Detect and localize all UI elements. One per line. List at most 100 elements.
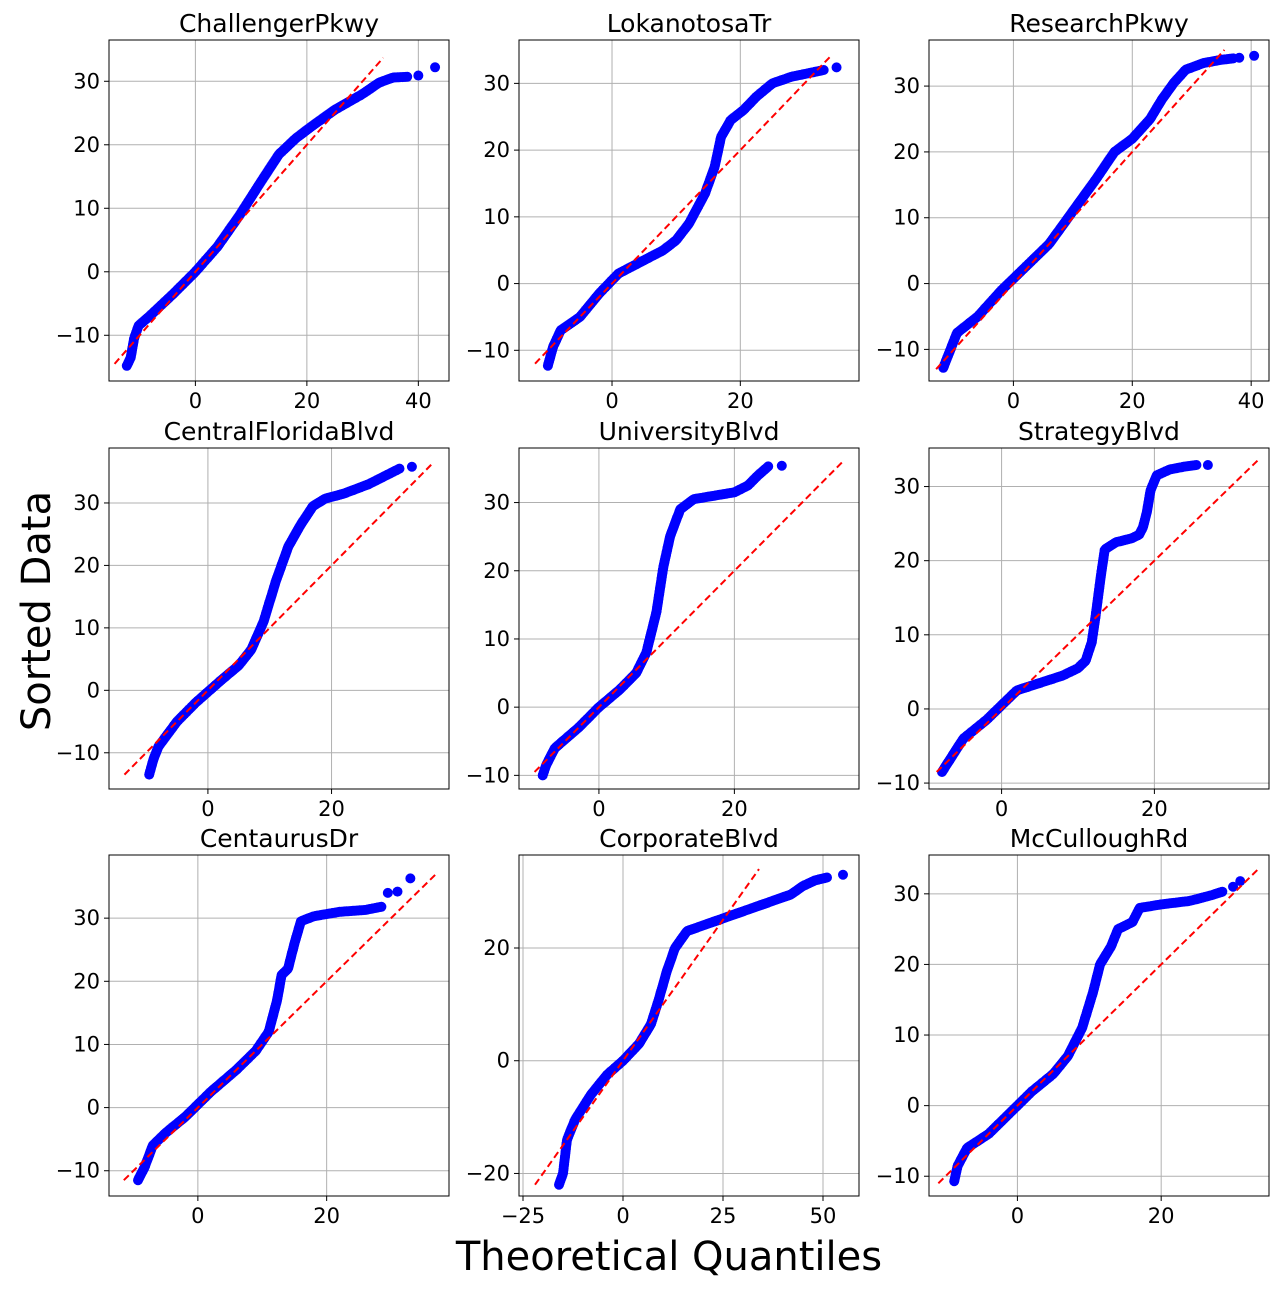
x-tick-label: 20 <box>313 1204 340 1228</box>
y-tick-label: 30 <box>483 491 510 515</box>
x-tick-label: 20 <box>1119 389 1146 413</box>
plot-area <box>123 461 435 780</box>
y-tick-label: 20 <box>483 559 510 583</box>
y-tick-label: 30 <box>73 906 100 930</box>
y-tick-label: 20 <box>73 133 100 157</box>
y-tick-label: 20 <box>73 553 100 577</box>
outlier-point <box>776 460 787 471</box>
x-tick-label: 0 <box>201 797 214 821</box>
y-tick-label: 10 <box>893 1023 920 1047</box>
x-tick-label: −25 <box>501 1204 545 1228</box>
subplot-1: LokanotosaTr 0 20 −10 0 10 20 30 <box>466 9 860 413</box>
y-tick-label: 30 <box>893 475 920 499</box>
y-tick-label: 0 <box>87 678 100 702</box>
outlier-point <box>1228 881 1239 892</box>
data-point <box>763 461 774 472</box>
outlier-point <box>831 62 842 73</box>
data-point <box>822 872 832 883</box>
data-points <box>542 62 842 371</box>
x-tick-label: 0 <box>1011 1204 1024 1228</box>
subplot-title: CentralFloridaBlvd <box>164 417 395 446</box>
x-tick-label: 0 <box>995 797 1008 821</box>
y-tick-label: 30 <box>483 71 510 95</box>
axes-frame <box>108 39 450 382</box>
data-points <box>537 460 787 781</box>
reference-line <box>123 873 437 1181</box>
reference-line <box>113 57 384 365</box>
plot-area <box>113 57 441 371</box>
y-tick-label: 0 <box>907 272 920 296</box>
y-tick-label: 0 <box>87 1096 100 1120</box>
y-tick-label: −20 <box>466 1161 510 1185</box>
subplot-7: CorporateBlvd −25 0 25 50 −20 0 20 <box>466 824 860 1228</box>
y-tick-label: 10 <box>483 205 510 229</box>
y-tick-label: 20 <box>893 140 920 164</box>
x-tick-label: 40 <box>405 389 432 413</box>
data-points <box>554 869 848 1190</box>
data-point <box>394 463 405 474</box>
plot-area <box>534 55 842 371</box>
x-tick-label: 20 <box>721 797 748 821</box>
subplot-0: ChallengerPkwy 0 20 40 −10 0 10 20 30 <box>56 9 450 413</box>
subplot-2: ResearchPkwy 0 20 40 −10 0 10 20 30 <box>876 9 1270 413</box>
outlier-point <box>1234 52 1245 63</box>
reference-line <box>533 460 844 773</box>
reference-line <box>935 49 1226 370</box>
x-tick-label: 20 <box>1148 1204 1175 1228</box>
y-tick-label: 30 <box>73 69 100 93</box>
y-tick-label: 30 <box>73 491 100 515</box>
y-tick-label: −10 <box>876 337 920 361</box>
y-tick-label: −10 <box>466 763 510 787</box>
y-tick-label: 0 <box>907 697 920 721</box>
y-tick-label: 0 <box>497 695 510 719</box>
outlier-point <box>413 70 424 81</box>
plot-area <box>534 868 848 1190</box>
axes-frame <box>928 39 1270 382</box>
outlier-point <box>430 62 441 73</box>
y-tick-label: 20 <box>893 549 920 573</box>
x-tick-label: 20 <box>294 389 321 413</box>
plot-area <box>935 49 1260 373</box>
y-tick-label: −10 <box>56 323 100 347</box>
plot-area <box>533 460 844 781</box>
y-tick-label: 10 <box>73 1032 100 1056</box>
y-tick-label: −10 <box>56 741 100 765</box>
x-tick-label: 20 <box>1141 797 1168 821</box>
data-point <box>1217 886 1228 897</box>
x-tick-label: 0 <box>1007 389 1020 413</box>
figure-xlabel: Theoretical Quantiles <box>455 1234 882 1280</box>
axes-frame <box>108 447 450 790</box>
y-tick-label: 20 <box>73 969 100 993</box>
x-tick-label: 0 <box>605 389 618 413</box>
subplot-6: CentaurusDr 0 20 −10 0 10 20 30 <box>56 824 450 1228</box>
outlier-point <box>1249 50 1260 61</box>
y-tick-label: 20 <box>893 952 920 976</box>
y-tick-label: 30 <box>893 74 920 98</box>
plot-area <box>123 873 437 1186</box>
outlier-point <box>838 869 848 880</box>
x-tick-label: 40 <box>1238 389 1265 413</box>
x-tick-label: 0 <box>191 1204 204 1228</box>
axes-frame <box>518 447 860 790</box>
data-points <box>949 876 1246 1187</box>
y-tick-label: 10 <box>893 206 920 230</box>
y-tick-label: 20 <box>483 936 510 960</box>
y-tick-label: 10 <box>73 196 100 220</box>
x-tick-label: 50 <box>810 1204 837 1228</box>
data-point <box>1191 460 1202 470</box>
y-tick-label: 30 <box>893 882 920 906</box>
subplot-title: CorporateBlvd <box>599 824 779 853</box>
data-point <box>818 65 829 75</box>
data-points <box>121 62 441 371</box>
outlier-point <box>1202 460 1213 471</box>
subplot-title: McCulloughRd <box>1010 824 1189 853</box>
plot-area <box>935 459 1259 777</box>
subplot-title: CentaurusDr <box>200 824 359 853</box>
subplot-title: StrategyBlvd <box>1018 417 1180 446</box>
y-tick-label: 0 <box>497 1049 510 1073</box>
x-tick-label: 0 <box>592 797 605 821</box>
outlier-point <box>382 887 393 898</box>
x-tick-label: 20 <box>727 389 754 413</box>
